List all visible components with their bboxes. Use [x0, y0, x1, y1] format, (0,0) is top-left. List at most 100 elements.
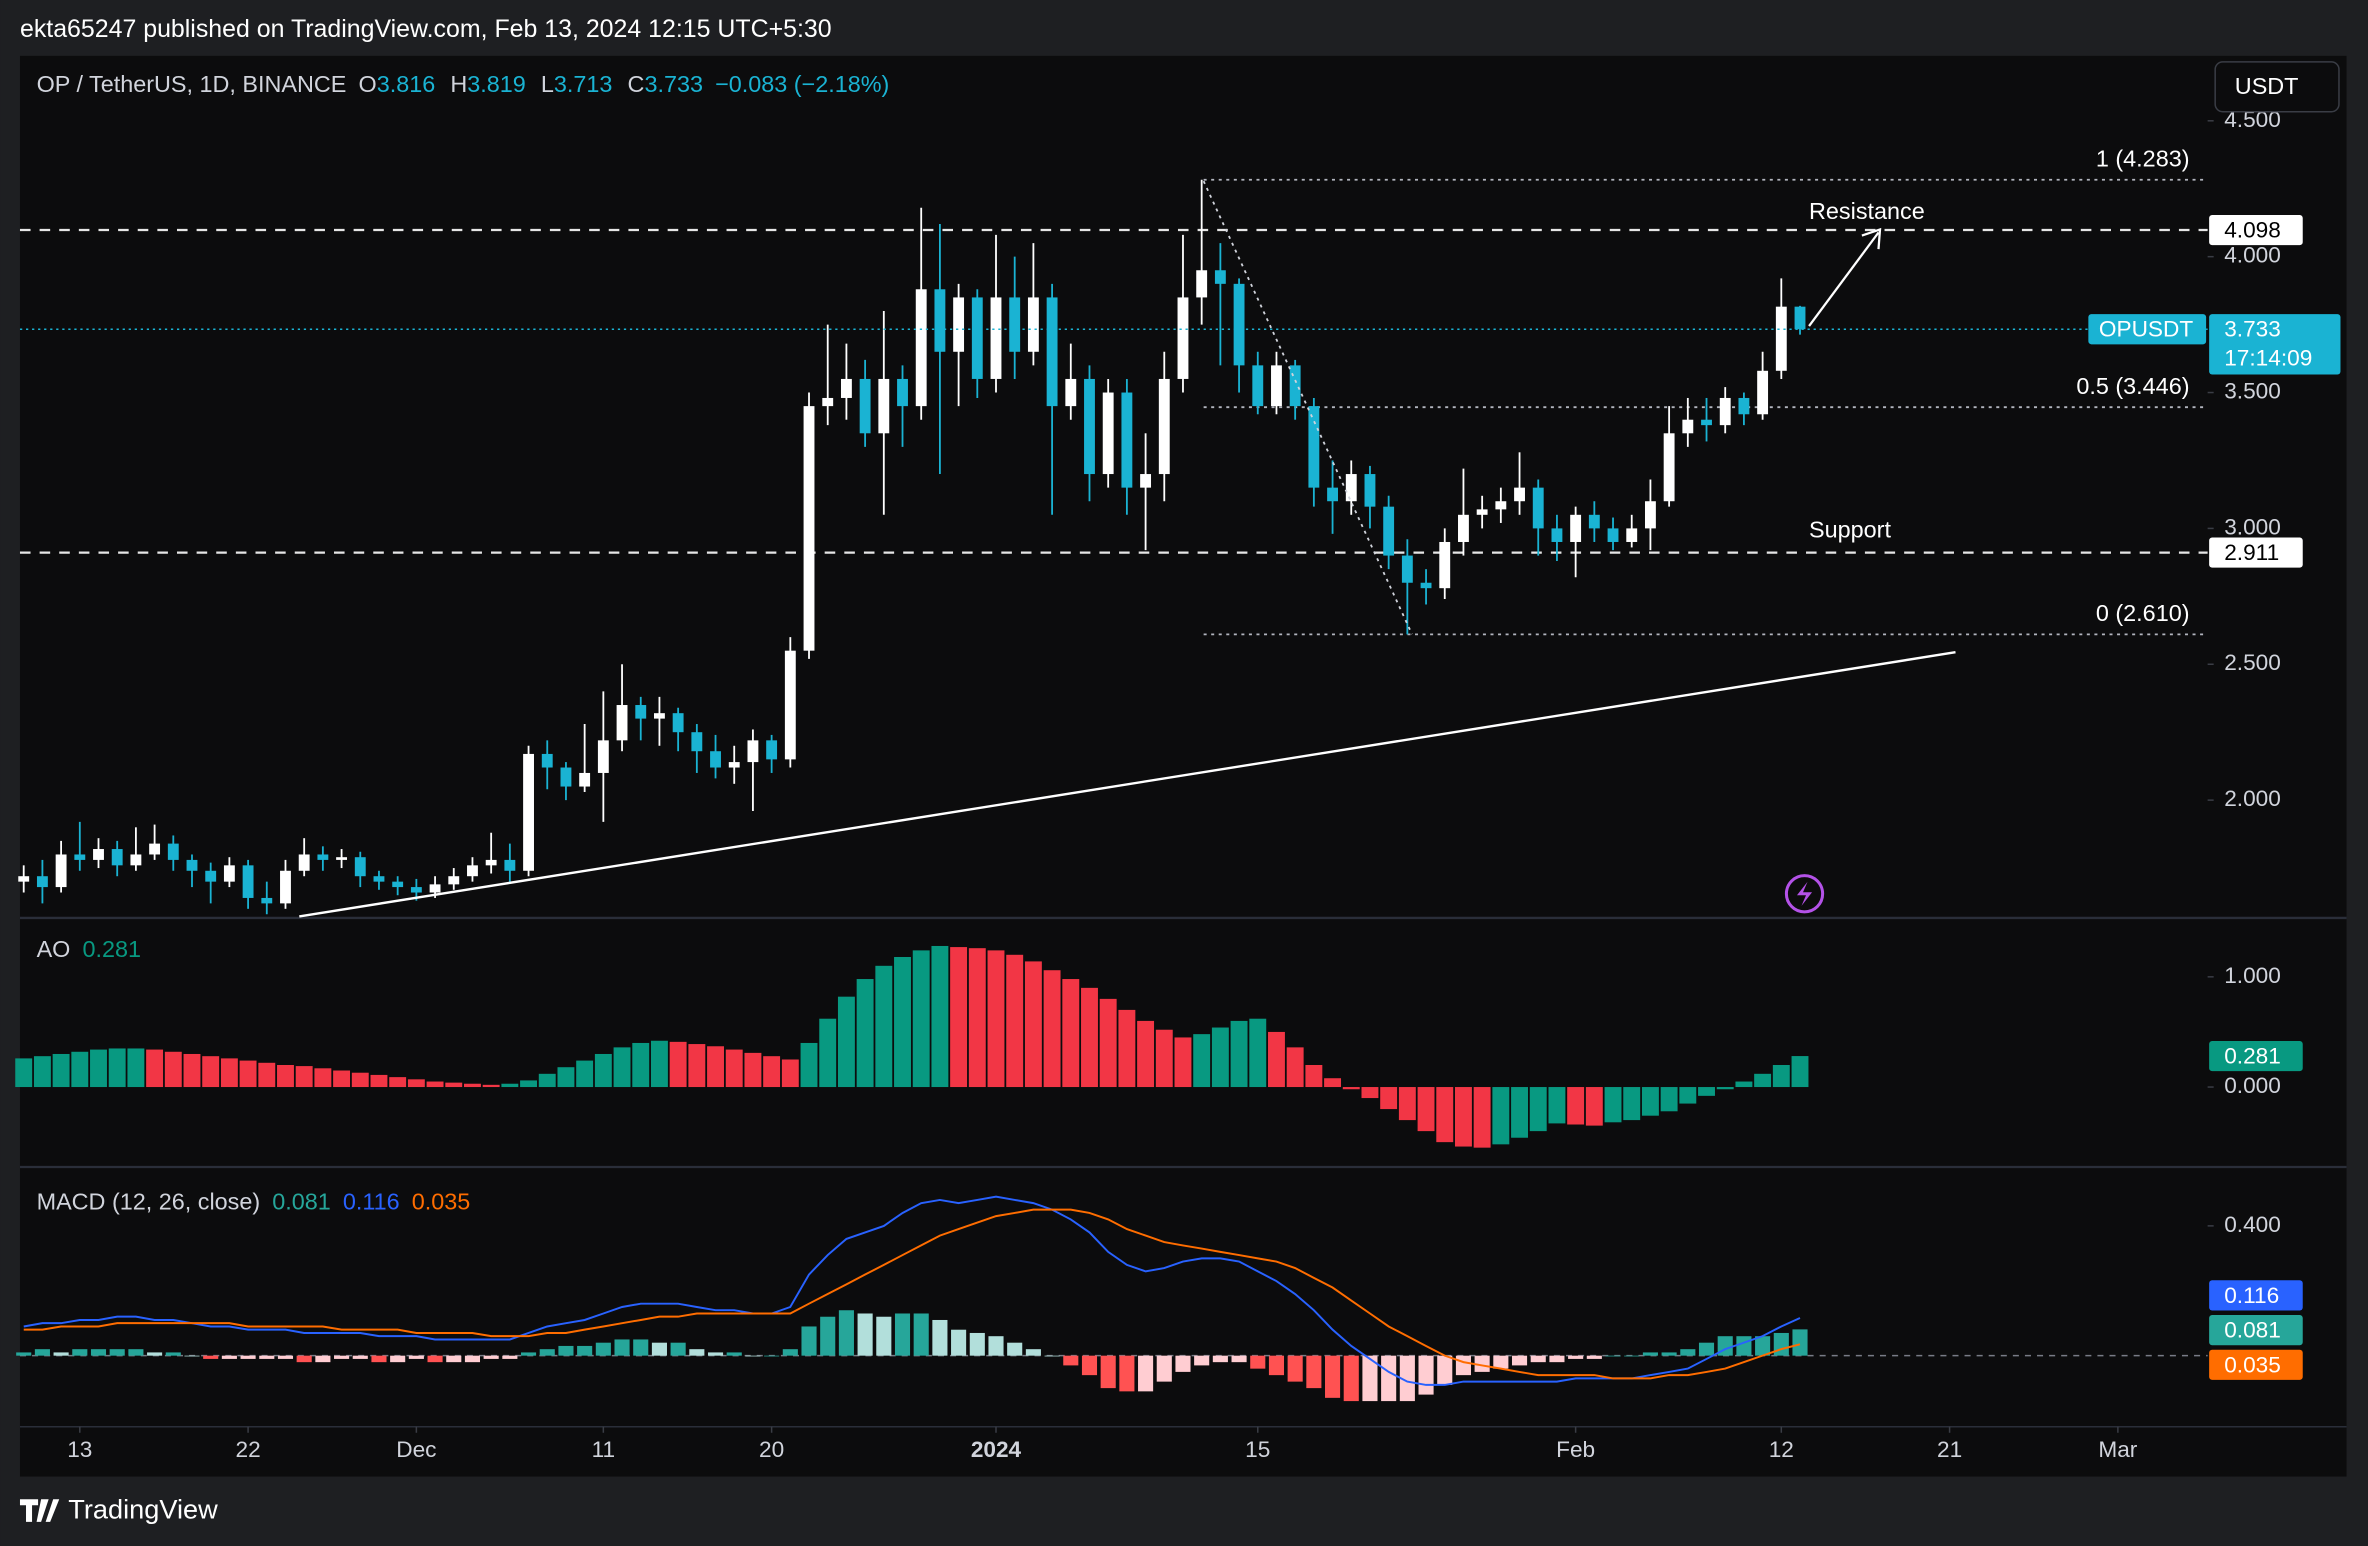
- ao-bar: [800, 1042, 818, 1088]
- ao-bar: [1342, 1087, 1360, 1090]
- candle-body: [74, 854, 86, 860]
- ao-bar: [763, 1056, 781, 1088]
- macd-histogram-bar: [857, 1313, 873, 1356]
- ao-bar: [1585, 1087, 1603, 1126]
- ao-bar: [1698, 1087, 1715, 1096]
- macd-histogram-bar: [464, 1355, 481, 1363]
- x-tick-label: 12: [1769, 1437, 1794, 1462]
- legend-ohlc-value: 3.733: [644, 71, 703, 97]
- fib-label: 1 (4.283): [2096, 145, 2190, 171]
- candle-body: [36, 876, 48, 888]
- macd-histogram-bar: [1156, 1355, 1172, 1382]
- candle-body: [1121, 392, 1133, 488]
- macd-legend: MACD (12, 26, close) 0.081 0.116 0.035: [37, 1188, 471, 1214]
- macd-histogram-bar: [1773, 1332, 1789, 1356]
- candle-body: [766, 740, 778, 760]
- macd-legend-value: 0.081: [272, 1188, 331, 1214]
- ao-bar: [333, 1070, 351, 1088]
- candle-body: [467, 865, 478, 877]
- macd-histogram-bar: [128, 1349, 144, 1356]
- candle-body: [1626, 528, 1638, 542]
- ao-title: AO: [37, 936, 71, 962]
- candle-body: [261, 897, 273, 904]
- countdown: 17:14:09: [2224, 345, 2312, 370]
- candle-body: [654, 713, 665, 719]
- macd-histogram-bar: [1755, 1336, 1771, 1356]
- ao-bar: [1174, 1037, 1192, 1088]
- macd-histogram-bar: [932, 1319, 948, 1356]
- macd-histogram-bar: [707, 1352, 724, 1356]
- macd-histogram-bar: [1381, 1355, 1397, 1402]
- ao-bar: [1249, 1018, 1267, 1088]
- candle-body: [1345, 474, 1357, 502]
- candle-body: [728, 762, 740, 768]
- macd-legend-value: 0.035: [412, 1188, 471, 1214]
- ao-bar: [52, 1053, 70, 1088]
- ao-bar: [90, 1049, 107, 1088]
- symbol-tag: OPUSDT: [2099, 317, 2193, 342]
- ao-value-tag: 0.281: [2224, 1044, 2281, 1069]
- candle-body: [1644, 501, 1656, 529]
- legend-change: −0.083 (−2.18%): [715, 71, 889, 97]
- macd-value-tag-bg: [2209, 1280, 2303, 1311]
- currency-button[interactable]: [2214, 61, 2340, 113]
- y-tick-label: 4.000: [2224, 243, 2281, 268]
- candle-body: [1009, 297, 1021, 352]
- candle-body: [878, 378, 890, 434]
- ao-bar: [220, 1058, 238, 1088]
- event-icon-bolt: [1796, 881, 1813, 906]
- ao-bar: [613, 1047, 631, 1088]
- ao-bar: [295, 1066, 313, 1088]
- trend-line: [299, 651, 1956, 918]
- ao-bar: [1567, 1087, 1585, 1125]
- candle-body: [710, 751, 721, 768]
- y-tick-label: 2.000: [2224, 786, 2281, 811]
- candle-body: [1757, 370, 1769, 415]
- ao-bar: [1529, 1087, 1547, 1132]
- ao-bar: [501, 1083, 519, 1088]
- legend-ohlc-letter: O: [358, 71, 376, 97]
- candle-body: [149, 843, 161, 855]
- ao-bar: [594, 1053, 612, 1088]
- x-tick-label: 15: [1245, 1437, 1270, 1462]
- ao-bar: [1268, 1031, 1285, 1088]
- macd-histogram-bar: [1100, 1355, 1116, 1389]
- candle-body: [448, 876, 460, 885]
- macd-histogram-bar: [16, 1352, 32, 1356]
- macd-histogram-bar: [277, 1355, 294, 1359]
- candle-body: [1102, 392, 1114, 475]
- ao-value-tag-bg: [2209, 1040, 2303, 1072]
- macd-histogram-bar: [913, 1313, 929, 1356]
- macd-histogram-bar: [446, 1355, 462, 1363]
- ao-bar: [1099, 998, 1117, 1088]
- candle-body: [18, 876, 30, 882]
- ao-bar: [1043, 970, 1061, 1088]
- candle-body: [354, 857, 366, 877]
- footer-logo: [19, 1499, 60, 1522]
- ao-bar: [1193, 1034, 1211, 1088]
- candle-body: [280, 870, 291, 904]
- candle-body: [410, 887, 422, 893]
- ao-bar: [1006, 954, 1024, 1088]
- macd-histogram-bar: [1212, 1355, 1228, 1363]
- candle-body: [111, 849, 123, 866]
- candle-body: [1027, 297, 1039, 352]
- ao-bar: [650, 1040, 668, 1088]
- ao-bar: [1754, 1073, 1772, 1088]
- ao-bar: [1791, 1056, 1809, 1088]
- ao-bar: [314, 1068, 332, 1088]
- fib-label: 0.5 (3.446): [2076, 373, 2189, 399]
- ao-bar: [1081, 987, 1098, 1088]
- candle-body: [1551, 528, 1563, 542]
- event-icon[interactable]: [1784, 874, 1825, 914]
- ao-bar: [576, 1060, 594, 1088]
- candle-body: [1196, 270, 1208, 298]
- macd-histogram-bar: [371, 1355, 387, 1363]
- macd-histogram-bar: [1530, 1355, 1546, 1363]
- price-tag-bg: [2209, 314, 2341, 375]
- macd-histogram-bar: [72, 1349, 88, 1356]
- ao-bar: [781, 1059, 799, 1088]
- candle-body: [560, 767, 572, 787]
- macd-histogram-bar: [820, 1316, 836, 1356]
